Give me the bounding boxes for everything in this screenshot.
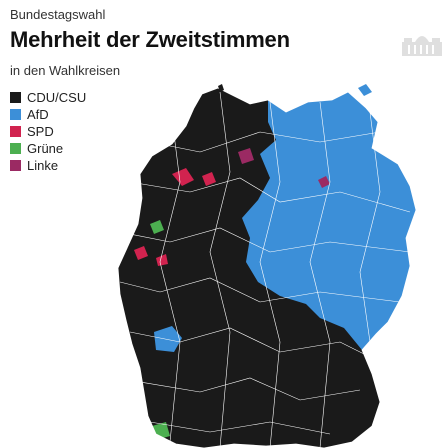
legend-item-afd: AfD [10,107,49,122]
region-linke-north [238,148,254,164]
constituency-map [117,84,417,448]
page-title: Mehrheit der Zweitstimmen [10,27,290,52]
region-spd-west [134,246,148,260]
legend-item-linke: Linke [10,158,58,173]
legend-item-spd: SPD [10,124,54,139]
region-east [242,92,416,350]
legend-swatch-afd [10,109,21,120]
reichstag-icon [402,36,442,56]
region-spd-north [172,168,194,186]
region-south-pocket [154,326,182,352]
island-north [218,84,224,92]
subtitle: in den Wahlkreisen [10,63,121,78]
legend-swatch-spd [10,126,21,137]
legend-swatch-cdu-csu [10,92,21,103]
legend-item-gruene: Grüne [10,141,63,156]
kicker: Bundestagswahl [10,7,106,22]
legend-label-afd: AfD [27,107,49,122]
region-spd-north-2 [202,172,216,186]
region-gruene-west [150,220,164,234]
legend-swatch-linke [10,160,21,171]
legend-label-gruene: Grüne [27,141,64,156]
constituency-borders [119,91,411,448]
region-spd-west-2 [156,254,168,266]
legend-swatch-gruene [10,143,21,154]
region-linke-berlin [318,176,330,188]
map-regions [118,88,416,448]
legend-label-cdu-csu: CDU/CSU [27,90,87,105]
legend-item-cdu-csu: CDU/CSU [10,90,86,105]
germany-outline [117,87,417,448]
legend-label-linke: Linke [27,158,59,173]
legend-label-spd: SPD [27,124,54,139]
island-northeast [358,84,372,96]
